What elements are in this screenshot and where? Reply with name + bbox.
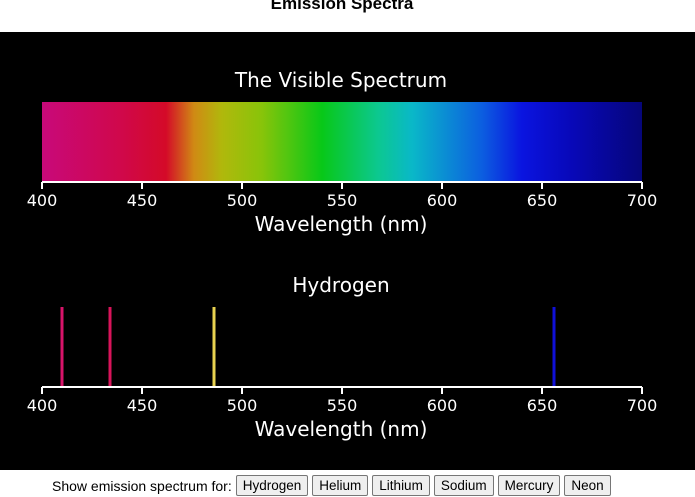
emission-tick-label: 500 xyxy=(227,396,258,415)
emission-lines xyxy=(60,307,556,386)
emission-tick-label: 400 xyxy=(27,396,58,415)
spectrum-gradient-bar xyxy=(42,102,642,182)
spectrum-tick-label: 400 xyxy=(27,191,58,210)
hydrogen-button[interactable]: Hydrogen xyxy=(235,475,309,496)
lithium-button[interactable]: Lithium xyxy=(372,475,430,496)
emission-tick-label: 650 xyxy=(527,396,558,415)
sodium-button[interactable]: Sodium xyxy=(433,475,494,496)
spectrum-title: The Visible Spectrum xyxy=(234,68,447,92)
emission-tick-label: 550 xyxy=(327,396,358,415)
selector-label: Show emission spectrum for: xyxy=(52,477,232,494)
spectrum-axis: 400 450 500 550 600 650 700 xyxy=(27,181,658,210)
spectra-canvas: The Visible Spectrum 400 450 500 550 600 650 7… xyxy=(0,32,695,470)
emission-title: Hydrogen xyxy=(292,273,389,297)
spectrum-tick-label: 550 xyxy=(327,191,358,210)
spectrum-tick-label: 650 xyxy=(527,191,558,210)
spectrum-tick-label: 450 xyxy=(127,191,158,210)
emission-axis: 400 450 500 550 600 650 700 xyxy=(27,386,658,415)
element-selector: Show emission spectrum for: Hydrogen Hel… xyxy=(0,474,695,497)
neon-button[interactable]: Neon xyxy=(564,475,611,496)
emission-tick-label: 450 xyxy=(127,396,158,415)
spectra-svg: The Visible Spectrum 400 450 500 550 600 650 7… xyxy=(27,68,658,441)
emission-tick-label: 700 xyxy=(627,396,658,415)
spectrum-tick-label: 700 xyxy=(627,191,658,210)
spectrum-xlabel: Wavelength (nm) xyxy=(255,212,428,236)
emission-tick-label: 600 xyxy=(427,396,458,415)
emission-xlabel: Wavelength (nm) xyxy=(255,417,428,441)
helium-button[interactable]: Helium xyxy=(312,475,369,496)
spectrum-tick-label: 600 xyxy=(427,191,458,210)
mercury-button[interactable]: Mercury xyxy=(497,475,561,496)
page-title: Emission Spectra xyxy=(270,0,414,13)
spectrum-tick-label: 500 xyxy=(227,191,258,210)
